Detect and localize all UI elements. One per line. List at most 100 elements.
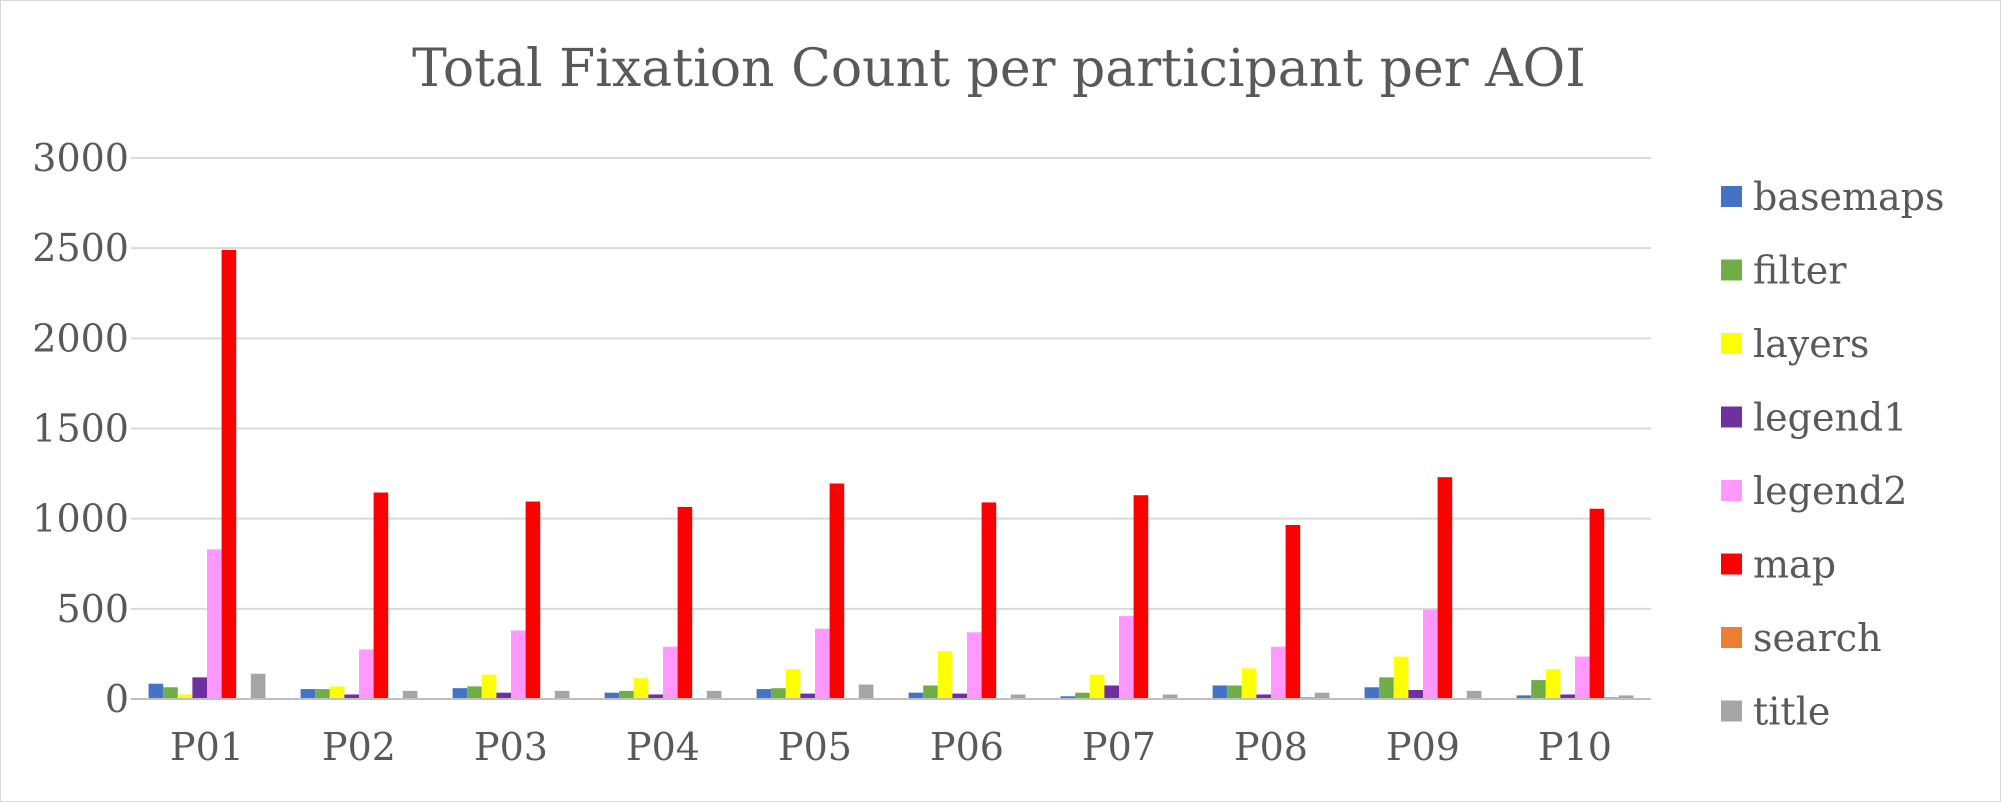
legend-swatch xyxy=(1721,700,1742,722)
legend-swatch xyxy=(1721,406,1742,428)
gridlines xyxy=(131,157,1651,610)
bar-legend1-P03 xyxy=(496,692,511,699)
bar-filter-P09 xyxy=(1379,677,1394,699)
y-tick-label: 0 xyxy=(105,677,129,721)
legend: basemaps filter layers legend1 legend2 map sea… xyxy=(1721,175,1944,734)
bar-filter-P10 xyxy=(1531,680,1546,699)
legend-item-map: map xyxy=(1721,543,1836,587)
bar-basemaps-P09 xyxy=(1364,687,1380,699)
bar-title-P01 xyxy=(250,673,266,699)
bar-layers-P02 xyxy=(329,686,345,699)
bar-filter-P02 xyxy=(315,689,330,699)
y-tick-label: 1500 xyxy=(32,407,129,451)
bar-legend2-P08 xyxy=(1271,646,1286,699)
bar-title-P10 xyxy=(1618,695,1634,699)
legend-item-layers: layers xyxy=(1721,322,1869,366)
bar-filter-P03 xyxy=(467,686,482,699)
legend-item-filter: filter xyxy=(1721,249,1847,293)
x-axis-ticks: P01 P02 P03 P04 P05 P06 P07 P08 P09 P10 xyxy=(170,725,1612,769)
bar-layers-P03 xyxy=(481,674,497,699)
bar-title-P07 xyxy=(1162,694,1178,699)
bar-layers-P04 xyxy=(633,678,649,699)
bar-map-P09 xyxy=(1437,477,1453,699)
bar-layers-P05 xyxy=(785,669,801,699)
bar-filter-P08 xyxy=(1227,685,1242,699)
bar-layers-P07 xyxy=(1089,674,1105,699)
x-tick-label: P01 xyxy=(170,725,244,769)
bar-legend2-P05 xyxy=(815,628,830,699)
bar-layers-P09 xyxy=(1393,656,1409,699)
bar-title-P05 xyxy=(858,684,874,699)
legend-label: title xyxy=(1753,690,1830,734)
bar-legend1-P02 xyxy=(344,694,359,699)
y-tick-label: 2500 xyxy=(32,226,129,270)
bar-filter-P06 xyxy=(923,685,938,699)
bar-legend1-P06 xyxy=(952,693,967,699)
y-tick-label: 500 xyxy=(56,587,129,631)
bar-map-P05 xyxy=(829,483,845,699)
bar-legend1-P07 xyxy=(1104,685,1119,699)
bar-basemaps-P05 xyxy=(756,689,772,699)
bar-title-P03 xyxy=(554,690,570,699)
bar-filter-P05 xyxy=(771,688,786,699)
bar-basemaps-P08 xyxy=(1212,685,1228,699)
bar-basemaps-P02 xyxy=(300,689,316,699)
bar-basemaps-P03 xyxy=(452,688,468,699)
legend-label: basemaps xyxy=(1753,175,1944,219)
x-tick-label: P05 xyxy=(778,725,852,769)
bar-legend2-P02 xyxy=(359,649,374,699)
bar-filter-P04 xyxy=(619,690,634,699)
bar-map-P04 xyxy=(677,506,693,699)
bar-legend2-P01 xyxy=(207,549,222,699)
bar-legend2-P06 xyxy=(967,632,982,699)
bar-map-P08 xyxy=(1285,524,1301,699)
y-tick-label: 3000 xyxy=(32,136,129,180)
bar-basemaps-P06 xyxy=(908,692,924,699)
legend-label: legend1 xyxy=(1753,396,1907,440)
bar-legend2-P07 xyxy=(1119,616,1134,699)
x-tick-label: P02 xyxy=(322,725,396,769)
bar-legend1-P10 xyxy=(1560,694,1575,699)
bar-legend2-P10 xyxy=(1575,656,1590,699)
legend-swatch xyxy=(1721,186,1742,207)
x-tick-label: P09 xyxy=(1386,725,1460,769)
chart-title: Total Fixation Count per participant per… xyxy=(412,39,1586,99)
x-tick-label: P03 xyxy=(474,725,548,769)
bar-legend1-P09 xyxy=(1408,689,1423,699)
x-tick-label: P06 xyxy=(930,725,1004,769)
bar-title-P02 xyxy=(402,690,418,699)
x-tick-label: P10 xyxy=(1538,725,1612,769)
legend-item-basemaps: basemaps xyxy=(1721,175,1944,219)
legend-item-legend1: legend1 xyxy=(1721,396,1907,440)
bar-map-P10 xyxy=(1589,508,1605,699)
y-axis-ticks: 0 500 1000 1500 2000 2500 3000 xyxy=(32,136,129,721)
legend-item-search: search xyxy=(1721,616,1882,660)
legend-label: map xyxy=(1753,543,1836,587)
x-tick-label: P08 xyxy=(1234,725,1308,769)
bar-basemaps-P01 xyxy=(148,683,164,699)
bar-filter-P01 xyxy=(163,687,178,699)
bar-title-P04 xyxy=(706,690,722,699)
bar-legend1-P04 xyxy=(648,694,663,699)
bar-layers-P08 xyxy=(1241,668,1257,699)
legend-swatch xyxy=(1721,627,1742,648)
bar-map-P07 xyxy=(1133,495,1149,699)
bar-legend1-P08 xyxy=(1256,694,1271,699)
bar-legend2-P04 xyxy=(663,646,678,699)
bar-basemaps-P04 xyxy=(604,692,620,699)
legend-swatch xyxy=(1721,259,1742,281)
bar-map-P03 xyxy=(525,501,541,699)
legend-label: layers xyxy=(1753,322,1869,366)
bar-title-P09 xyxy=(1466,690,1482,699)
legend-label: filter xyxy=(1753,249,1847,293)
bar-title-P08 xyxy=(1314,692,1330,699)
legend-item-legend2: legend2 xyxy=(1721,469,1907,513)
bar-title-P06 xyxy=(1010,694,1026,699)
legend-label: search xyxy=(1753,616,1882,660)
legend-swatch xyxy=(1721,480,1742,501)
bar-legend2-P09 xyxy=(1423,609,1438,699)
bar-basemaps-P07 xyxy=(1060,696,1076,699)
bars xyxy=(148,249,1634,699)
